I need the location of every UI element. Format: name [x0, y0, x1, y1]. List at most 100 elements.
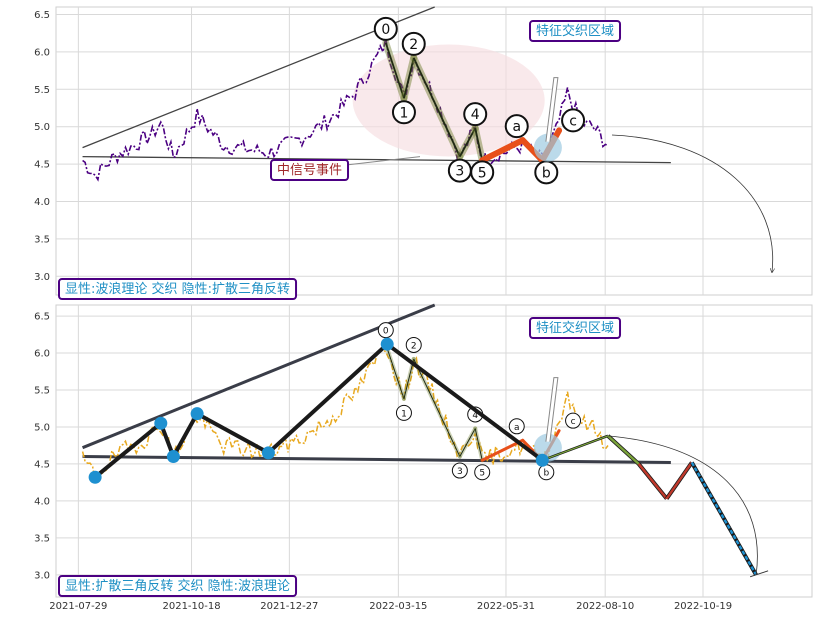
impulse-wave-segment — [459, 127, 477, 158]
y-tick-label: 4.5 — [34, 459, 50, 470]
forecast-arrow — [611, 134, 773, 272]
wave-label: 1 — [399, 105, 408, 121]
y-tick-label: 6.5 — [34, 312, 50, 323]
wave-label-marker — [373, 16, 398, 41]
impulse-wave-segment — [403, 57, 415, 99]
pivot-point — [88, 470, 102, 484]
impulse-wave-segment — [403, 358, 415, 400]
lower-trendline — [82, 155, 671, 164]
y-tick-label: 5.5 — [34, 85, 50, 96]
x-tick-label: 2022-08-10 — [576, 601, 634, 612]
wave-label-marker — [405, 336, 422, 353]
wave-label: 3 — [457, 467, 463, 477]
lower-trendline — [82, 455, 671, 464]
pivot-point — [261, 446, 275, 460]
highlight-region — [352, 44, 545, 157]
signal-pointer — [345, 156, 421, 166]
impulse-wave-segment — [412, 57, 461, 157]
corrective-wave-segment — [479, 137, 526, 164]
plot-area — [55, 304, 813, 598]
pivot-to-forecast-accent — [542, 435, 609, 461]
y-tick-label: 5.5 — [34, 386, 50, 397]
x-tick-label: 2022-05-31 — [477, 601, 535, 612]
wave-label-marker — [470, 160, 495, 185]
mid-signal-annotation-text: 中信号事件 — [277, 163, 342, 178]
pivot-point — [154, 416, 168, 430]
feature-zone-pointer — [545, 377, 559, 442]
feature-zone-annotation-top-text: 特征交织区域 — [536, 23, 614, 39]
wave-label-marker — [474, 464, 491, 481]
x-tick-label: 2021-10-18 — [162, 601, 220, 612]
x-tick-label: 2022-03-15 — [369, 601, 427, 612]
wave-label: 1 — [401, 409, 407, 419]
y-tick-label: 6.0 — [34, 47, 50, 58]
y-tick-label: 3.0 — [34, 272, 50, 283]
bottom-caption — [58, 575, 298, 597]
wave-label-marker — [565, 412, 582, 429]
wave-label-marker — [377, 322, 394, 339]
wave-label: 0 — [381, 22, 390, 38]
feature-zone-annotation-top — [529, 20, 622, 42]
y-tick-label: 6.5 — [34, 10, 50, 21]
y-tick-label: 4.0 — [34, 496, 50, 507]
wave-label-marker — [508, 418, 525, 435]
y-tick-label: 3.5 — [34, 234, 50, 245]
wave-label-marker — [401, 31, 426, 56]
upper-trendline — [81, 303, 436, 450]
wave-label: a — [512, 119, 521, 135]
x-tick-label: 2021-07-29 — [49, 601, 107, 612]
wave-label-marker — [504, 114, 529, 139]
pivot-point — [535, 453, 549, 467]
y-tick-label: 4.5 — [34, 160, 50, 171]
pivot-point — [166, 450, 180, 464]
impulse-wave-segment — [474, 428, 483, 461]
forecast-end-tick — [749, 570, 769, 578]
y-tick-label: 6.0 — [34, 349, 50, 360]
pivot-point — [190, 407, 204, 421]
grid — [55, 304, 813, 598]
wave-label: 3 — [455, 164, 464, 180]
wave-label: 0 — [383, 327, 389, 337]
forecast-segment-color — [607, 434, 640, 465]
wave-label: 2 — [411, 341, 417, 351]
y-tick-label: 3.0 — [34, 570, 50, 581]
top-panel: 3.0 3.5 4.0 4.5 5.0 5.5 6.0 6.5 0 1 2 3 4 5 a b c 中信号事件 特征… — [34, 6, 813, 300]
impulse-wave-segment — [459, 428, 476, 457]
wave-label-marker — [395, 404, 412, 421]
mid-signal-annotation — [270, 159, 350, 181]
impulse-wave-segment — [474, 127, 484, 161]
y-tick-label: 3.5 — [34, 533, 50, 544]
feature-zone-annotation-bottom-text: 特征交织区域 — [536, 320, 614, 336]
wave-label: 2 — [409, 37, 418, 53]
wave-label: 4 — [471, 107, 480, 123]
forecast-segment-color — [690, 461, 758, 576]
forecast-segment-color — [637, 463, 668, 500]
wave-label: 4 — [472, 411, 478, 421]
wave-label: b — [543, 469, 549, 479]
feature-zone-annotation-bottom — [529, 317, 622, 339]
forecast-arc — [607, 435, 758, 575]
impulse-wave-segment — [384, 42, 405, 99]
corrective-wave-segment — [480, 438, 525, 462]
y-tick-label: 4.0 — [34, 197, 50, 208]
wave-label: 5 — [479, 469, 485, 479]
wave-label: c — [571, 417, 576, 427]
y-tick-label: 5.0 — [34, 422, 50, 433]
feature-zone-pointer — [545, 77, 559, 142]
pivot-point — [380, 337, 394, 351]
wave-label: c — [569, 113, 577, 129]
wave-label-marker — [391, 100, 416, 125]
impulse-wave-segment — [413, 358, 461, 457]
wave-label-marker — [463, 102, 488, 127]
x-axis: 2021-07-29 2021-10-18 2021-12-27 2022-03-15… — [49, 601, 732, 612]
wave-label-marker — [451, 462, 468, 479]
x-tick-label: 2022-10-19 — [674, 601, 732, 612]
feature-zone-marker — [533, 133, 562, 162]
y-tick-label: 5.0 — [34, 122, 50, 133]
impulse-wave-segment — [385, 344, 405, 400]
price-series — [82, 37, 609, 182]
top-caption-text: 显性:波浪理论 交织 隐性:扩散三角反转 — [65, 281, 290, 297]
wave-label: 5 — [478, 165, 487, 181]
top-caption — [58, 278, 298, 300]
bottom-panel: 3.0 3.5 4.0 4.5 5.0 5.5 6.0 6.5 0 1 2 3 4 5 a b c 特征交织区域显… — [34, 303, 813, 598]
